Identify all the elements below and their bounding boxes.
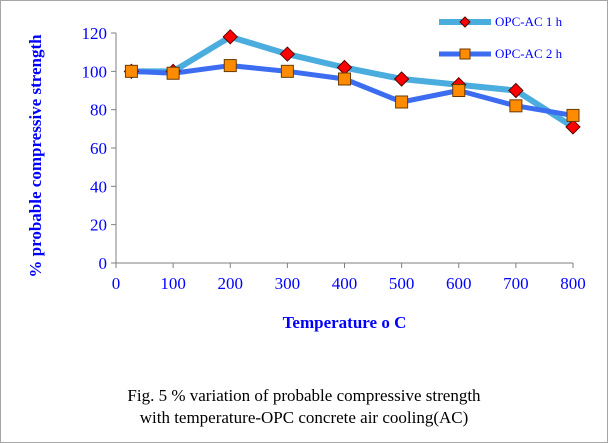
series-1-point [508,82,524,99]
series-2-point [166,66,180,80]
y-tick-label: 80 [90,101,107,120]
legend-swatch-marker [459,16,471,28]
series-2-point [566,108,580,122]
series-2-point [452,84,466,97]
x-tick-label: 300 [275,274,301,293]
x-tick-label: 800 [560,274,586,293]
x-tick-label: 500 [389,274,415,293]
series-1-point [222,29,238,45]
legend-swatch-marker [459,48,471,60]
x-axis-title: Temperature o C [283,313,407,332]
x-tick-label: 200 [218,274,244,293]
series-2-point [124,64,138,78]
series-markers [123,29,581,135]
series-2-point [280,64,294,78]
x-tick-label: 100 [160,274,186,293]
y-tick-label: 60 [90,139,107,158]
legend-label: OPC-AC 1 h [495,14,563,29]
x-tick-label: 0 [112,274,121,293]
series-1-point [336,59,353,76]
figure-caption-line-2: with temperature-OPC concrete air coolin… [139,408,469,427]
x-tick-label: 600 [446,274,472,293]
y-tick-label: 0 [99,254,108,273]
series-2-point [223,59,237,73]
series-2-point [338,72,351,86]
y-tick-label: 40 [90,177,107,196]
legend: OPC-AC 1 h OPC-AC 2 h [439,14,563,61]
series-2-point [509,99,523,113]
series-1-point [565,119,581,135]
x-tick-label: 400 [332,274,358,293]
series-2-point [395,95,409,109]
y-tick-label: 100 [82,62,108,81]
figure-caption-line-1: Fig. 5 % variation of probable compressi… [127,386,481,405]
y-tick-label: 120 [82,24,108,43]
series-1-point [279,46,296,62]
y-axis-ticks: 0 20 40 60 80 100 120 [82,24,116,273]
y-axis-title: % probable compressive strength [26,34,45,278]
line-chart: 0 20 40 60 80 100 120 0 100 200 300 400 500 600 700 80… [26,14,586,332]
x-tick-label: 700 [503,274,529,293]
x-axis-ticks: 0 100 200 300 400 500 600 700 800 [112,263,586,293]
series-1-point [393,71,410,87]
legend-label: OPC-AC 2 h [495,46,563,61]
y-tick-label: 20 [90,216,107,235]
